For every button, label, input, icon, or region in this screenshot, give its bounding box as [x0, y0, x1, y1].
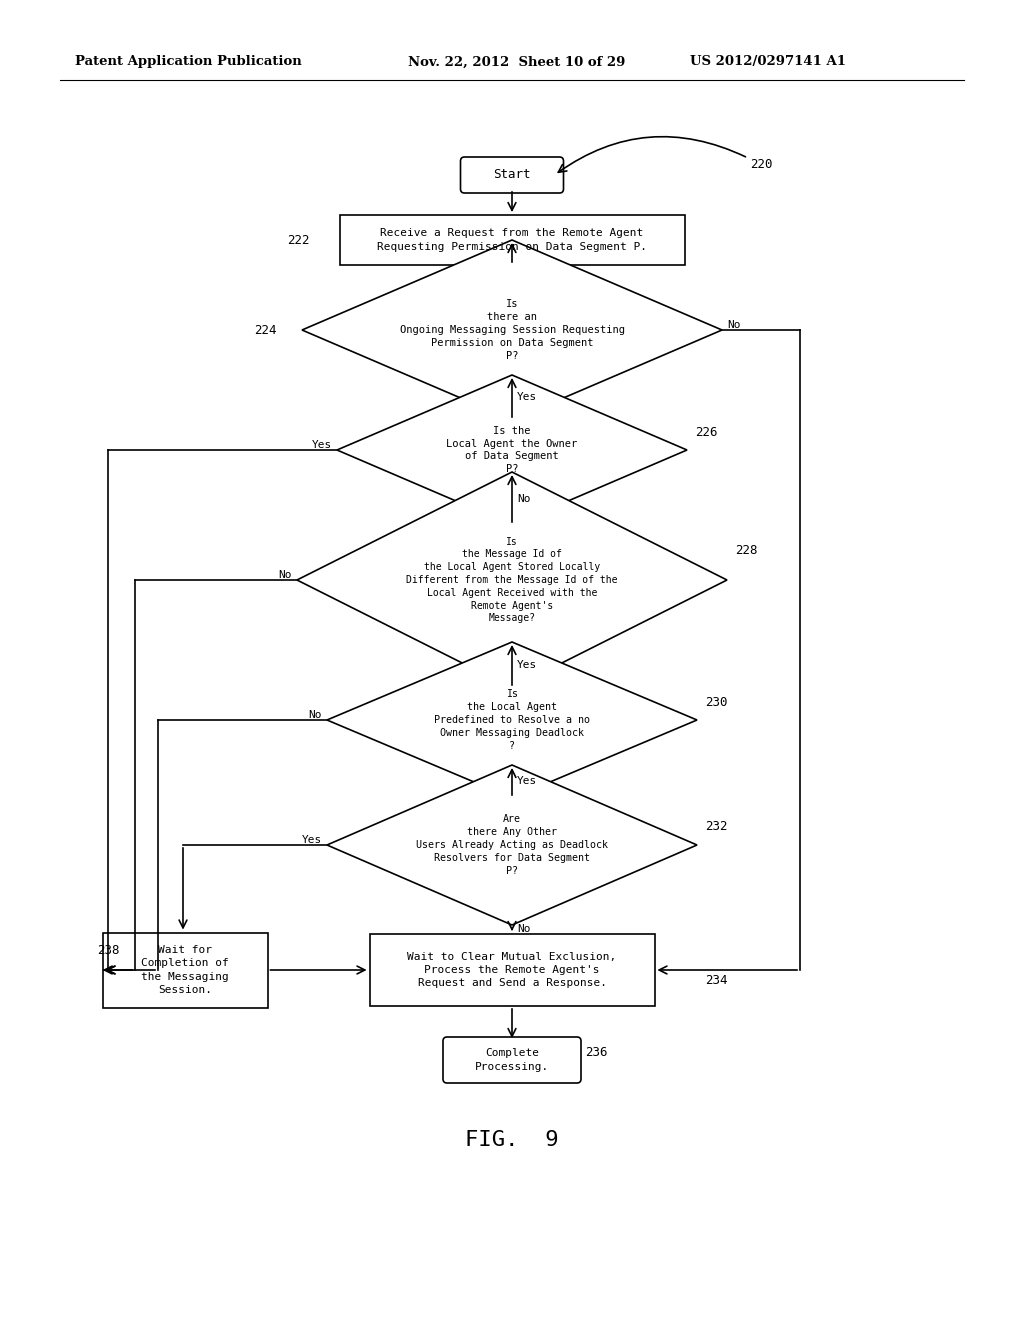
Text: Wait for
Completion of
the Messaging
Session.: Wait for Completion of the Messaging Ses… — [141, 945, 229, 995]
Text: Are
there Any Other
Users Already Acting as Deadlock
Resolvers for Data Segment
: Are there Any Other Users Already Acting… — [416, 814, 608, 875]
Text: Yes: Yes — [311, 440, 332, 450]
Text: No: No — [517, 924, 530, 935]
Polygon shape — [337, 375, 687, 525]
Text: No: No — [517, 494, 530, 503]
FancyBboxPatch shape — [443, 1038, 581, 1082]
Text: Receive a Request from the Remote Agent
Requesting Permission on Data Segment P.: Receive a Request from the Remote Agent … — [377, 228, 647, 252]
Bar — [370, 935, 654, 1006]
Text: 226: 226 — [695, 425, 718, 438]
Text: US 2012/0297141 A1: US 2012/0297141 A1 — [690, 55, 846, 69]
Text: 220: 220 — [750, 158, 772, 172]
Bar — [102, 932, 267, 1007]
Text: Yes: Yes — [302, 836, 322, 845]
Text: 224: 224 — [255, 323, 278, 337]
Text: Is the
Local Agent the Owner
of Data Segment
P?: Is the Local Agent the Owner of Data Seg… — [446, 426, 578, 474]
Text: 230: 230 — [705, 696, 727, 709]
Text: 232: 232 — [705, 821, 727, 833]
Text: Yes: Yes — [517, 660, 538, 671]
Text: 228: 228 — [735, 544, 758, 557]
Text: Yes: Yes — [517, 392, 538, 403]
Polygon shape — [327, 766, 697, 925]
Text: Is
the Local Agent
Predefined to Resolve a no
Owner Messaging Deadlock
?: Is the Local Agent Predefined to Resolve… — [434, 689, 590, 751]
Text: No: No — [727, 319, 740, 330]
FancyBboxPatch shape — [461, 157, 563, 193]
Polygon shape — [302, 240, 722, 420]
Bar — [340, 215, 684, 265]
Text: Start: Start — [494, 169, 530, 181]
Text: Is
the Message Id of
the Local Agent Stored Locally
Different from the Message I: Is the Message Id of the Local Agent Sto… — [407, 537, 617, 623]
Text: Yes: Yes — [517, 776, 538, 787]
Polygon shape — [327, 642, 697, 799]
Text: 222: 222 — [287, 234, 309, 247]
Text: No: No — [308, 710, 322, 719]
Text: Wait to Clear Mutual Exclusion,
Process the Remote Agent's
Request and Send a Re: Wait to Clear Mutual Exclusion, Process … — [408, 952, 616, 989]
Text: FIG.  9: FIG. 9 — [465, 1130, 559, 1150]
Text: Complete
Processing.: Complete Processing. — [475, 1048, 549, 1072]
Text: Is
there an
Ongoing Messaging Session Requesting
Permission on Data Segment
P?: Is there an Ongoing Messaging Session Re… — [399, 300, 625, 360]
Text: 236: 236 — [585, 1045, 607, 1059]
Text: 238: 238 — [97, 944, 120, 957]
Text: Nov. 22, 2012  Sheet 10 of 29: Nov. 22, 2012 Sheet 10 of 29 — [408, 55, 626, 69]
Text: Patent Application Publication: Patent Application Publication — [75, 55, 302, 69]
Text: No: No — [279, 570, 292, 579]
Text: 234: 234 — [705, 974, 727, 986]
Polygon shape — [297, 473, 727, 688]
